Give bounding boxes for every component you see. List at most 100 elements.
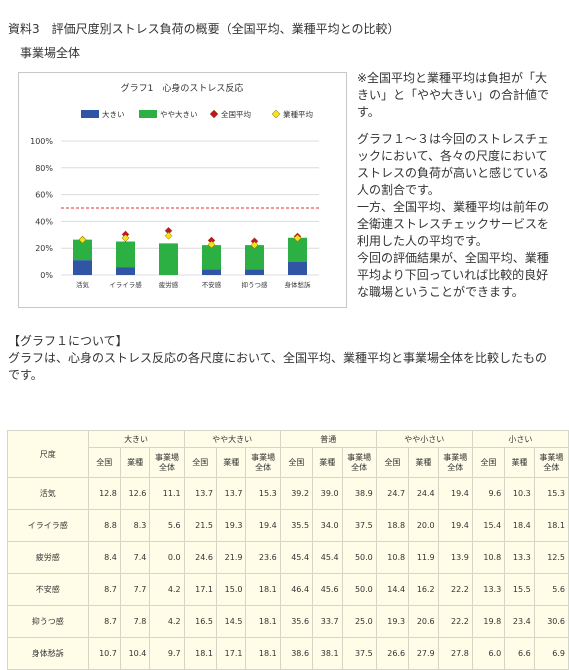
side-note: ※全国平均と業種平均は負担が「大きい」と「やや大きい」の合計値です。 グラフ１～… [357,70,557,311]
stress-data-table: 尺度 大きい やや大きい 普通 やや小さい 小さい 全国 業種 事業場全体 全国 業種 事業場全体 全国… [7,430,569,670]
y-tick-label: 100% [30,137,53,146]
table-cell: 38.6 [280,638,312,670]
table-cell: 33.7 [313,606,343,638]
table-cell: 13.7 [216,478,246,510]
row-label: 活気 [8,478,89,510]
table-cell: 8.4 [88,542,120,574]
group-header: 大きい [88,431,184,448]
table-cell: 15.3 [246,478,280,510]
table-cell: 15.4 [472,510,504,542]
table-cell: 27.9 [409,638,439,670]
note-average-definition: ※全国平均と業種平均は負担が「大きい」と「やや大きい」の合計値です。 [357,70,557,121]
table-row: 不安感 8.7 7.7 4.2 17.1 15.0 18.1 46.4 45.6 50.0 14.4… [8,574,569,606]
bar-large [288,262,307,275]
x-tick-label: 身体愁訴 [285,280,312,289]
bar-large [245,269,264,275]
bar-large [73,260,92,275]
table-cell: 19.3 [376,606,408,638]
row-label: 疲労感 [8,542,89,574]
table-cell: 39.2 [280,478,312,510]
subcolumn-header: 全国 [472,448,504,478]
section-text: グラフは、心身のストレス反応の各尺度において、全国平均、業種平均と事業場全体を比… [8,350,558,384]
table-cell: 15.5 [505,574,535,606]
y-tick-label: 0% [40,271,53,280]
section-heading: 【グラフ１について】 [8,332,128,349]
legend-marker [272,110,280,118]
table-cell: 25.0 [342,606,376,638]
table-cell: 8.3 [120,510,150,542]
table-cell: 17.1 [216,638,246,670]
table-cell: 7.8 [120,606,150,638]
table-cell: 7.4 [120,542,150,574]
y-tick-label: 40% [35,217,53,226]
legend-swatch [139,110,157,118]
table-cell: 13.9 [438,542,472,574]
table-cell: 37.5 [342,510,376,542]
table-cell: 22.2 [438,606,472,638]
table-cell: 18.1 [246,638,280,670]
subcolumn-header: 業種 [505,448,535,478]
bar-large [202,269,221,275]
table-cell: 46.4 [280,574,312,606]
y-tick-label: 80% [35,164,53,173]
x-tick-label: 抑うつ感 [242,280,269,289]
table-cell: 14.5 [216,606,246,638]
table-cell: 12.5 [534,542,568,574]
table-cell: 24.4 [409,478,439,510]
table-cell: 4.2 [150,606,184,638]
table-cell: 18.4 [505,510,535,542]
y-tick-label: 20% [35,244,53,253]
table-cell: 18.1 [246,606,280,638]
bar-somewhat-large [202,245,221,269]
table-cell: 15.3 [534,478,568,510]
table-cell: 12.6 [120,478,150,510]
subcolumn-header: 全国 [184,448,216,478]
table-cell: 16.2 [409,574,439,606]
group-header: 小さい [472,431,568,448]
table-cell: 18.1 [246,574,280,606]
table-cell: 10.8 [472,542,504,574]
note-graph-explanation: グラフ１～３は今回のストレスチェックにおいて、各々の尺度においてストレスの負荷が… [357,131,557,199]
table-cell: 38.9 [342,478,376,510]
table-cell: 10.3 [505,478,535,510]
group-header: やや小さい [376,431,472,448]
table-cell: 6.9 [534,638,568,670]
group-header: 普通 [280,431,376,448]
table-cell: 30.6 [534,606,568,638]
legend-label: やや大きい [160,109,198,119]
table-cell: 23.4 [505,606,535,638]
table-cell: 7.7 [120,574,150,606]
subcolumn-header: 業種 [120,448,150,478]
table-cell: 37.5 [342,638,376,670]
subcolumn-header: 事業場全体 [438,448,472,478]
table-cell: 17.1 [184,574,216,606]
table-cell: 21.9 [216,542,246,574]
table-cell: 50.0 [342,542,376,574]
y-tick-label: 60% [35,191,53,200]
table-cell: 10.8 [376,542,408,574]
table-cell: 8.7 [88,606,120,638]
table-cell: 16.5 [184,606,216,638]
table-cell: 4.2 [150,574,184,606]
table-cell: 10.7 [88,638,120,670]
average-marker [165,232,172,239]
table-cell: 5.6 [150,510,184,542]
table-cell: 13.3 [505,542,535,574]
table-cell: 20.6 [409,606,439,638]
table-cell: 23.6 [246,542,280,574]
table-cell: 6.0 [472,638,504,670]
table-cell: 18.1 [184,638,216,670]
table-cell: 8.7 [88,574,120,606]
table-cell: 18.8 [376,510,408,542]
table-row: 疲労感 8.4 7.4 0.0 24.6 21.9 23.6 45.4 45.4 50.0 10.8… [8,542,569,574]
table-cell: 45.4 [280,542,312,574]
table-cell: 21.5 [184,510,216,542]
table-cell: 45.6 [313,574,343,606]
table-cell: 50.0 [342,574,376,606]
chart-title: グラフ1 心身のストレス反応 [121,82,244,94]
table-cell: 12.8 [88,478,120,510]
table-cell: 19.4 [438,478,472,510]
table-cell: 20.0 [409,510,439,542]
table-row: 身体愁訴 10.7 10.4 9.7 18.1 17.1 18.1 38.6 38.1 37.5 2… [8,638,569,670]
